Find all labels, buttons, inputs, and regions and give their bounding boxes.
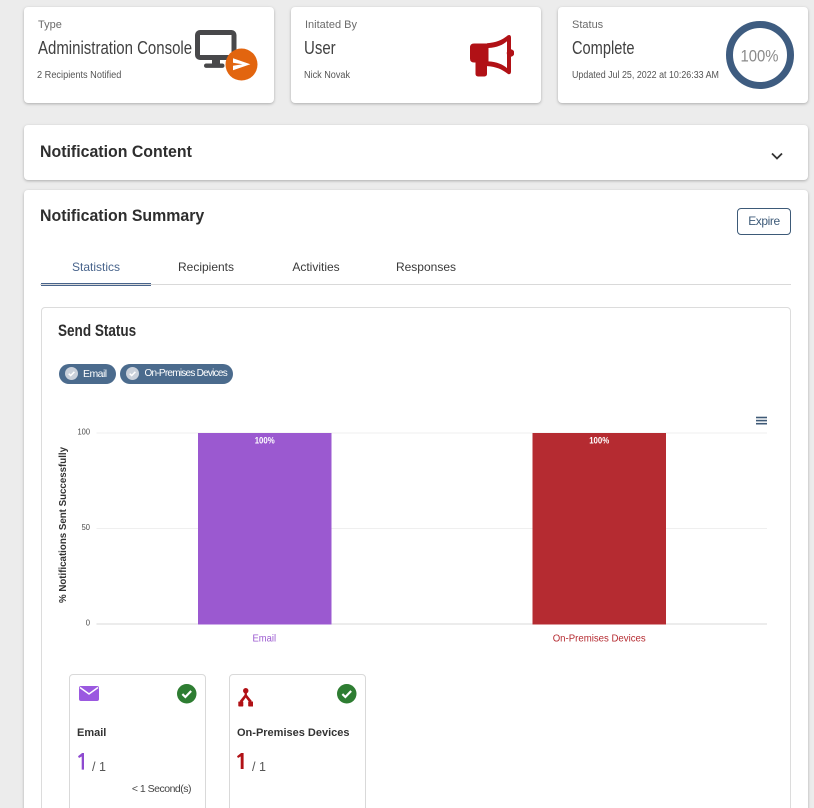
svg-text:100%: 100% — [589, 436, 610, 446]
svg-text:100: 100 — [78, 426, 91, 436]
svg-text:Email: Email — [253, 633, 277, 645]
svg-text:50: 50 — [82, 522, 91, 532]
svg-text:0: 0 — [86, 617, 91, 627]
svg-text:On-Premises Devices: On-Premises Devices — [553, 633, 646, 645]
svg-text:100%: 100% — [255, 436, 276, 446]
svg-text:100%: 100% — [741, 47, 779, 66]
svg-text:% Notifications Sent Successfu: % Notifications Sent Successfully — [58, 447, 69, 603]
